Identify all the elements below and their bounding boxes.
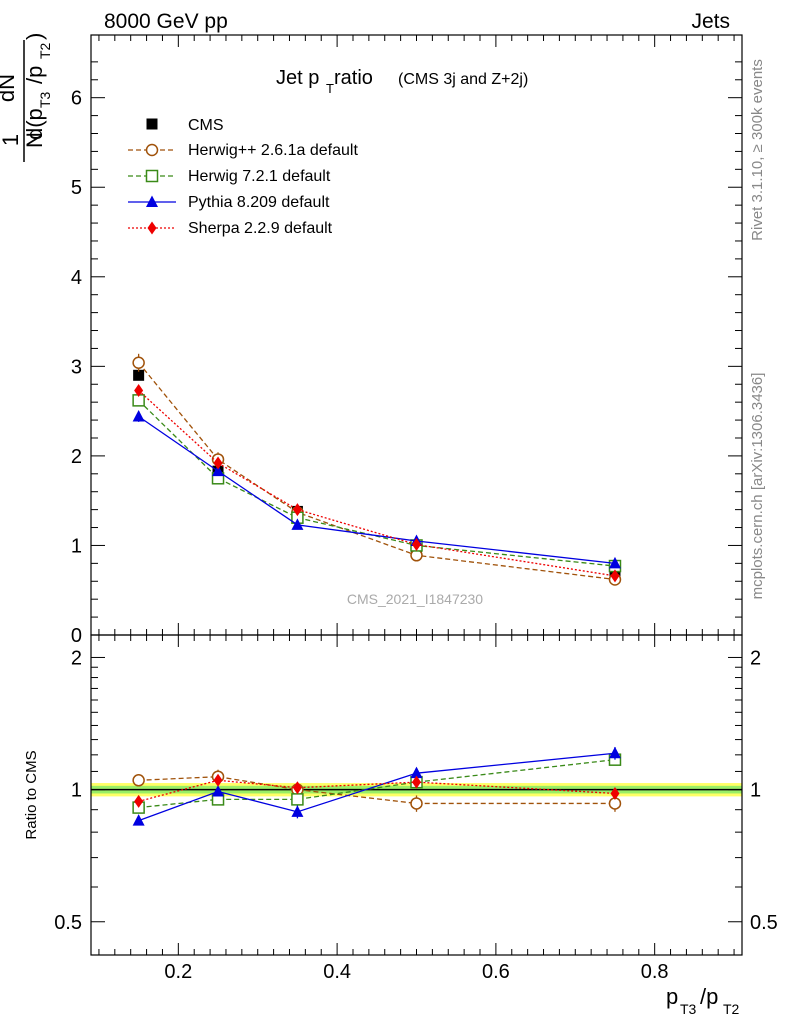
ratio-y-axis-label: Ratio to CMS — [23, 750, 40, 839]
header-energy-label: 8000 GeV pp — [104, 10, 228, 33]
ratio-line-herwig7 — [138, 759, 616, 809]
y-tick-label: 6 — [71, 88, 82, 110]
ratio-point-sherpa — [213, 773, 223, 787]
legend-marker-pythia — [146, 195, 158, 207]
point-cms — [133, 369, 145, 381]
legend-marks — [128, 118, 176, 235]
ratio-y-tick-label-right: 1 — [750, 780, 761, 802]
ratio-point-pythia — [291, 805, 304, 817]
header-process-label: Jets — [691, 10, 730, 33]
series-layer — [132, 353, 622, 826]
legend-label-sherpa: Sherpa 2.2.9 default — [188, 220, 333, 237]
point-sherpa — [412, 538, 421, 552]
point-pythia — [291, 518, 304, 530]
ylabel-close: ) — [22, 33, 47, 40]
ratio-y-tick-label: 2 — [71, 647, 82, 669]
xlabel-p: p — [666, 984, 678, 1009]
ratio-point-pythia — [132, 814, 145, 826]
main-y-axis-label: 1 N dN d(p T3 /p T2 ) — [0, 33, 53, 162]
axes-layer: 0.2 0.4 0.6 0.8 0 1 2 3 4 5 6 0.5 0.5 1 1 2 2 — [54, 34, 778, 983]
legend-label-herwig7: Herwig 7.2.1 default — [188, 168, 331, 185]
ratio-y-tick-label-right: 2 — [750, 647, 761, 669]
title-note: (CMS 3j and Z+2j) — [398, 71, 528, 88]
xlabel-sub2: T2 — [723, 1001, 740, 1017]
point-sherpa — [292, 503, 302, 517]
legend-label-cms: CMS — [188, 117, 224, 134]
series-sherpa — [134, 384, 620, 583]
ylabel-d: d(p — [22, 108, 47, 140]
series-pythia — [132, 409, 621, 569]
ratio-line-herwigpp — [138, 776, 615, 805]
ylabel-one: 1 — [0, 134, 23, 146]
ratio-point-herwigpp — [132, 774, 145, 787]
ratio-point-pythia — [410, 766, 423, 779]
point-herwigpp — [132, 356, 145, 370]
legend: CMS Herwig++ 2.6.1a default Herwig 7.2.1… — [188, 117, 358, 237]
legend-label-pythia: Pythia 8.209 default — [188, 194, 330, 211]
analysis-watermark: CMS_2021_I1847230 — [347, 591, 483, 607]
point-sherpa — [213, 456, 223, 470]
title-rest: ratio — [334, 67, 373, 89]
title-sub: T — [326, 81, 334, 96]
ylabel-N: N — [22, 132, 47, 148]
ratio-point-sherpa — [610, 786, 620, 800]
ratio-point-sherpa — [412, 775, 421, 789]
legend-label-herwigpp: Herwig++ 2.6.1a default — [188, 142, 358, 159]
series-herwigpp — [132, 353, 622, 586]
title-main: Jet p — [276, 67, 319, 89]
ratio-point-pythia — [212, 785, 225, 797]
ratio-series-sherpa — [134, 773, 620, 808]
ylabel-sub1: T3 — [37, 91, 53, 108]
mcplots-source-label: mcplots.cern.ch [arXiv:1306.3436] — [749, 373, 766, 600]
legend-marker-cms — [146, 118, 158, 130]
ylabel-dN: dN — [0, 74, 19, 102]
ratio-point-herwig7 — [291, 793, 304, 806]
y-tick-label: 1 — [71, 535, 82, 557]
legend-marker-herwigpp — [145, 143, 159, 157]
point-pythia — [132, 409, 145, 422]
x-tick-label: 0.8 — [641, 961, 669, 983]
ratio-y-tick-label: 0.5 — [54, 912, 82, 934]
series-herwig7 — [132, 394, 622, 573]
ylabel-sub2: T2 — [37, 42, 53, 59]
series-cms — [133, 369, 621, 581]
legend-marker-herwig7 — [145, 169, 159, 183]
rivet-version-label: Rivet 3.1.10, ≥ 300k events — [749, 59, 766, 241]
point-pythia — [608, 556, 621, 569]
x-axis-label: p T3 /p T2 — [666, 984, 740, 1017]
ylabel-mid: /p — [22, 66, 47, 84]
ratio-series-pythia — [132, 746, 621, 826]
ratio-point-pythia — [608, 746, 621, 759]
ratio-y-tick-label: 1 — [71, 780, 82, 802]
x-tick-label: 0.2 — [164, 961, 192, 983]
y-tick-label: 5 — [71, 177, 82, 199]
xlabel-sub1: T3 — [680, 1001, 697, 1017]
ratio-point-sherpa — [134, 794, 144, 808]
y-tick-label: 3 — [71, 356, 82, 378]
ratio-point-herwigpp — [410, 797, 423, 810]
x-tick-label: 0.4 — [323, 961, 351, 983]
point-sherpa — [610, 569, 620, 583]
x-tick-label: 0.6 — [482, 961, 510, 983]
series-line-sherpa — [138, 390, 616, 577]
y-tick-label: 2 — [71, 446, 82, 468]
ratio-point-sherpa — [292, 781, 302, 795]
xlabel-slash: /p — [700, 984, 718, 1009]
legend-marker-sherpa — [147, 221, 157, 235]
ratio-uncertainty-band — [91, 783, 742, 797]
y-tick-label: 4 — [71, 267, 82, 289]
point-pythia — [212, 464, 225, 477]
y-tick-label: 0 — [71, 625, 82, 647]
point-sherpa — [134, 384, 144, 398]
ratio-y-tick-label-right: 0.5 — [750, 912, 778, 934]
chart-title: Jet p T ratio (CMS 3j and Z+2j) — [276, 67, 528, 96]
